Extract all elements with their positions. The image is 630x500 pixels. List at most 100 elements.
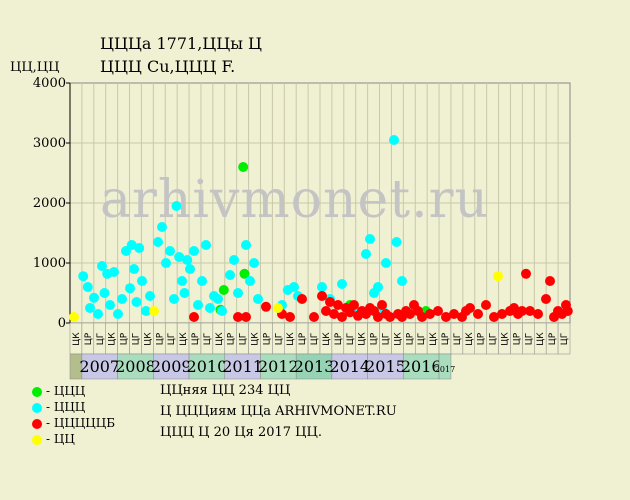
data-point xyxy=(525,306,535,316)
data-point xyxy=(153,237,163,247)
chart-title: ЦЦЦа 1771,ЦЦы Ц xyxy=(100,34,262,53)
data-point xyxy=(78,271,89,282)
year-cell xyxy=(295,353,333,380)
year-label: 2013 xyxy=(294,357,335,376)
y-tick-label: 4000 xyxy=(33,76,66,91)
data-point xyxy=(134,243,145,253)
data-point xyxy=(549,312,559,322)
legend-item: - ЦЦЦ xyxy=(32,400,85,414)
year-cell xyxy=(188,353,226,380)
data-point xyxy=(241,312,251,322)
data-point xyxy=(373,312,383,322)
year-cell xyxy=(153,353,190,380)
data-point xyxy=(273,303,283,313)
data-point xyxy=(131,297,142,307)
data-point xyxy=(157,222,167,232)
x-sub-label: ЦР xyxy=(334,332,344,345)
data-point xyxy=(481,300,491,310)
data-point xyxy=(261,301,271,312)
x-sub-label: ЦГ xyxy=(131,333,141,345)
x-sub-label: ЦК xyxy=(322,332,332,346)
data-point xyxy=(545,276,555,286)
data-point xyxy=(337,312,347,322)
data-point xyxy=(497,309,507,319)
data-point xyxy=(238,162,249,172)
info-date: ЦЦЦ Ц 20 Ця 2017 ЦЦ. xyxy=(160,425,322,440)
x-sub-label: ЦГ xyxy=(274,333,284,345)
data-point xyxy=(425,309,435,319)
data-point xyxy=(177,276,187,286)
year-label: 2010 xyxy=(187,357,228,376)
data-point xyxy=(389,135,399,145)
data-point xyxy=(97,261,107,271)
x-sub-label: ЦК xyxy=(72,332,82,346)
data-point xyxy=(239,268,250,279)
x-sub-label: ЦГ xyxy=(489,333,499,345)
data-point xyxy=(218,285,229,295)
data-point xyxy=(517,306,527,316)
data-point xyxy=(317,291,327,301)
data-point xyxy=(174,252,185,262)
x-sub-label: ЦК xyxy=(108,332,118,346)
legend-dot-icon xyxy=(32,434,42,445)
year-label: 2016 xyxy=(401,357,442,376)
year-label: 2017 xyxy=(435,365,455,374)
x-sub-label: ЦР xyxy=(227,332,237,345)
data-point xyxy=(125,283,135,294)
y-tick-label: 0 xyxy=(58,316,66,331)
data-point xyxy=(365,234,375,244)
data-point xyxy=(325,297,335,307)
legend-label: - ЦЦ xyxy=(46,432,75,446)
x-sub-label: ЦР xyxy=(120,332,130,345)
year-label: 2014 xyxy=(329,357,370,376)
data-point xyxy=(109,267,119,277)
sub-label-cell xyxy=(557,322,571,355)
x-sub-label: ЦК xyxy=(215,332,225,346)
year-label: 2008 xyxy=(115,357,156,376)
data-point xyxy=(349,300,359,310)
data-point xyxy=(197,276,207,286)
year-cell xyxy=(81,353,118,380)
year-label: 2012 xyxy=(258,357,299,376)
data-point xyxy=(441,312,451,322)
year-cell xyxy=(438,353,452,380)
x-sub-label: ЦГ xyxy=(239,333,249,345)
data-point xyxy=(521,268,531,279)
data-point xyxy=(117,294,127,304)
data-point xyxy=(179,288,190,298)
data-point xyxy=(361,249,371,259)
x-sub-label: ЦР xyxy=(298,332,308,345)
data-point xyxy=(391,237,402,247)
year-label: 2015 xyxy=(365,357,406,376)
info-source: Ц ЦЦЦиям ЦЦа ARHIVMONET.RU xyxy=(160,404,397,419)
year-label: 2007 xyxy=(79,357,120,376)
x-sub-label: ЦР xyxy=(84,332,94,345)
x-sub-label: ЦК xyxy=(465,332,475,346)
data-point xyxy=(493,271,503,282)
data-point xyxy=(213,294,223,304)
data-point xyxy=(171,201,182,211)
year-cell xyxy=(224,353,261,380)
data-point xyxy=(185,264,195,274)
data-point xyxy=(141,306,151,316)
data-point xyxy=(85,303,95,313)
x-sub-label: ЦР xyxy=(477,332,487,345)
x-sub-label: ЦГ xyxy=(167,333,177,345)
legend-item: - ЦЦ xyxy=(32,432,75,446)
data-point xyxy=(397,276,407,286)
data-point xyxy=(321,306,331,316)
data-point xyxy=(225,270,235,280)
y-axis-unit: ЦЦ,ЦЦ xyxy=(10,60,60,75)
data-point xyxy=(405,309,415,319)
data-point xyxy=(105,300,115,310)
data-point xyxy=(89,292,99,303)
x-sub-label: ЦР xyxy=(155,332,165,345)
x-sub-label: ЦР xyxy=(191,332,201,345)
data-point xyxy=(309,312,319,322)
data-point xyxy=(201,240,211,250)
x-sub-label: ЦГ xyxy=(203,333,213,345)
data-point xyxy=(289,282,299,292)
x-sub-label: ЦК xyxy=(286,332,296,346)
data-point xyxy=(129,264,139,274)
y-tick-label: 3000 xyxy=(33,136,66,151)
